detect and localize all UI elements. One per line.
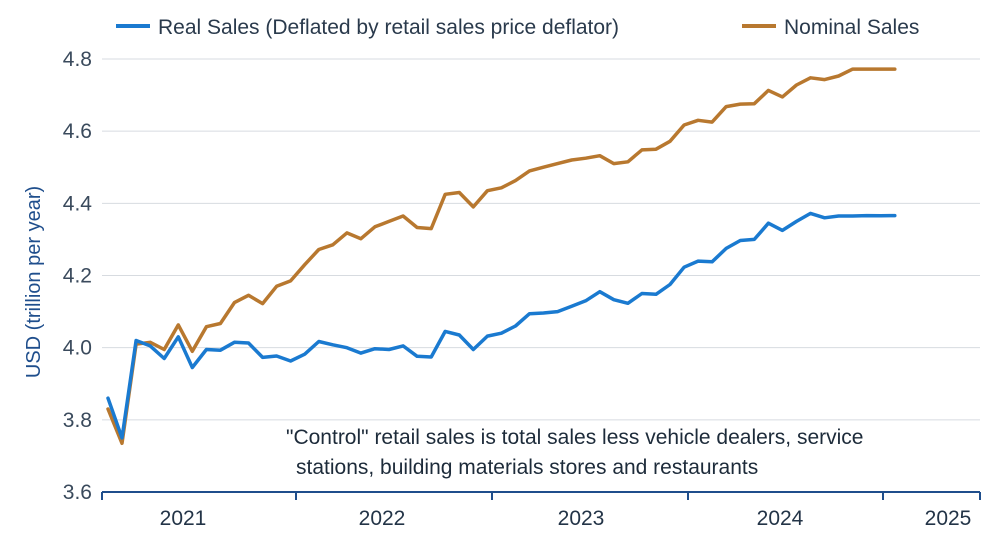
series-lines: [106, 67, 897, 446]
y-tick-label: 4.6: [63, 120, 92, 143]
legend-label-nominal-sales: Nominal Sales: [784, 16, 919, 39]
annotation: "Control" retail sales is total sales le…: [286, 426, 863, 479]
x-tick-label: 2022: [359, 507, 406, 530]
y-tick-label: 3.6: [63, 481, 92, 504]
y-axis-label: USD (trillion per year): [23, 186, 45, 378]
legend: Real Sales (Deflated by retail sales pri…: [116, 16, 919, 39]
annotation-line-1: "Control" retail sales is total sales le…: [286, 426, 863, 449]
gridlines: [102, 58, 980, 421]
x-tick-label: 2023: [558, 507, 605, 530]
legend-label-real-sales: Real Sales (Deflated by retail sales pri…: [158, 16, 619, 39]
series-line-real-sales: [106, 211, 897, 440]
y-axis-ticks: 3.6 3.8 4.0 4.2 4.4 4.6 4.8: [63, 48, 93, 504]
y-tick-label: 4.8: [63, 48, 92, 71]
y-tick-label: 4.2: [63, 265, 92, 288]
y-tick-label: 4.0: [63, 337, 92, 360]
series-line-nominal-sales: [106, 67, 897, 446]
y-tick-label: 3.8: [63, 409, 92, 432]
x-tick-label: 2025: [925, 507, 972, 530]
annotation-line-2: stations, building materials stores and …: [296, 456, 758, 479]
y-tick-label: 4.4: [63, 192, 93, 215]
x-axis-ticks: 2021 2022 2023 2024 2025: [101, 492, 981, 530]
x-tick-label: 2024: [757, 507, 804, 530]
x-tick-label: 2021: [160, 507, 207, 530]
